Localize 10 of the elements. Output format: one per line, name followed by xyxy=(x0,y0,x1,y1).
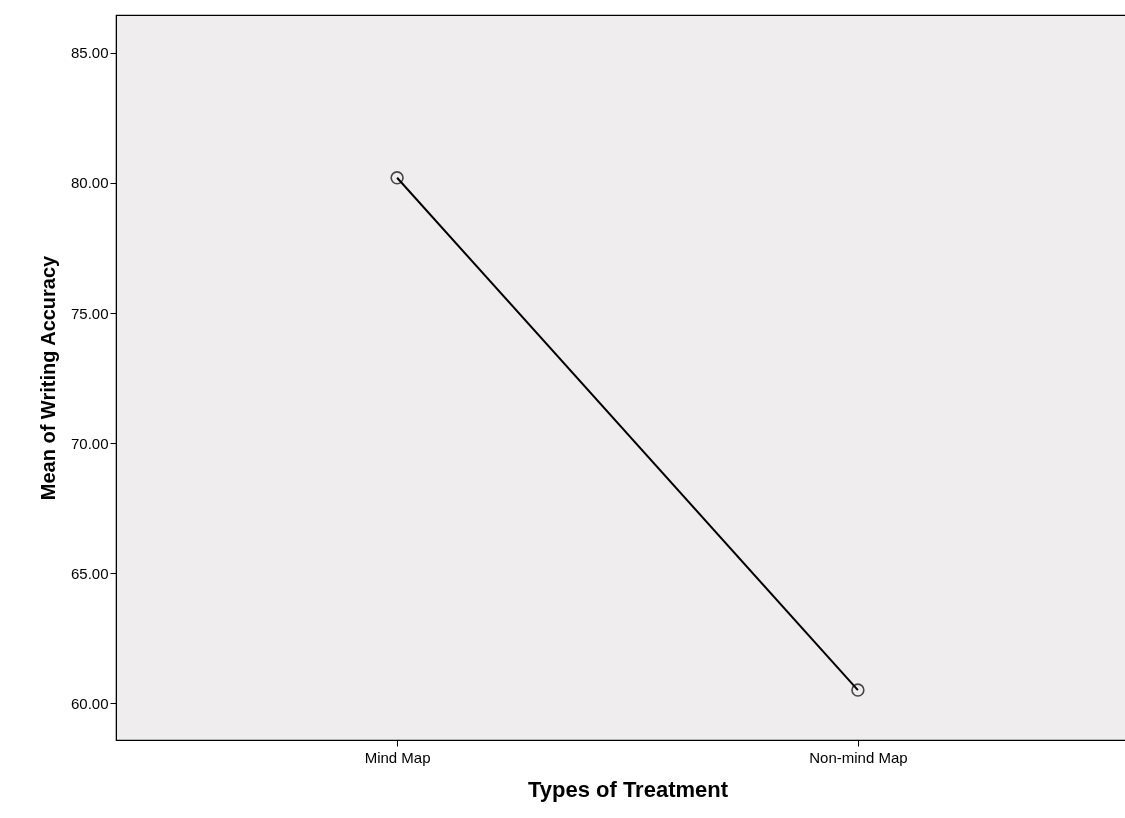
y-tick-label: 75.00 xyxy=(70,304,109,322)
x-tick-label: Non-mind Map xyxy=(809,748,908,766)
y-tick-label: 65.00 xyxy=(70,564,109,582)
y-tick-label: 85.00 xyxy=(70,44,109,62)
y-axis-title: Mean of Writing Accuracy xyxy=(36,254,59,501)
x-tick-label: Mind Map xyxy=(364,748,431,766)
y-tick-label: 80.00 xyxy=(70,174,109,192)
y-tick-label: 60.00 xyxy=(70,694,109,712)
x-axis-title: Types of Treatment xyxy=(527,776,729,802)
y-tick-label: 70.00 xyxy=(70,434,109,452)
